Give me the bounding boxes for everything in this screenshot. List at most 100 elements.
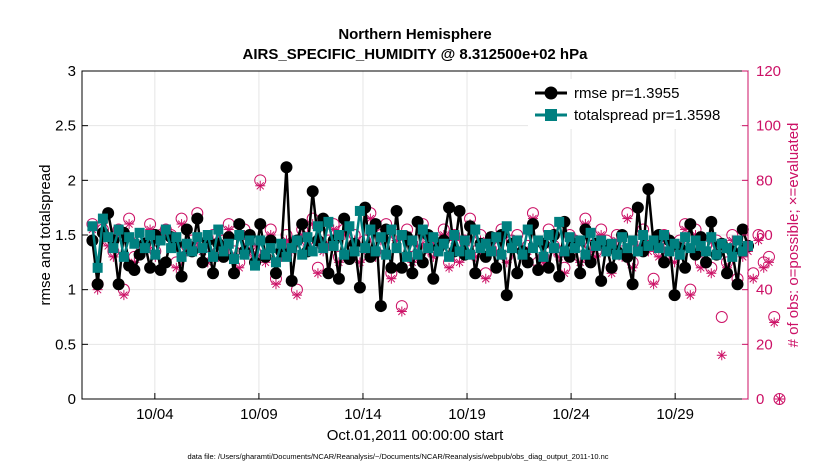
right-tick-label: 80 — [756, 172, 773, 189]
totalspread-point — [680, 232, 691, 243]
totalspread-point — [412, 249, 423, 260]
totalspread-point — [632, 246, 643, 257]
totalspread-point — [569, 243, 580, 254]
totalspread-point — [690, 235, 701, 246]
chart-title: Northern Hemisphere — [338, 26, 491, 43]
obs-evaluated-point — [685, 290, 696, 301]
totalspread-point — [706, 232, 717, 243]
totalspread-point — [554, 216, 565, 227]
totalspread-point — [244, 235, 255, 246]
rmse-point — [626, 278, 639, 291]
rmse-point — [721, 267, 734, 280]
rmse-point — [700, 256, 713, 269]
obs-evaluated-point — [291, 290, 302, 301]
totalspread-point — [166, 243, 177, 254]
totalspread-point — [197, 243, 208, 254]
totalspread-point — [312, 221, 323, 232]
rmse-point — [631, 201, 644, 214]
rmse-point — [542, 261, 555, 274]
totalspread-point — [465, 249, 476, 260]
totalspread-point — [339, 249, 350, 260]
rmse-point — [574, 267, 587, 280]
rmse-point — [285, 274, 298, 287]
obs-evaluated-point — [748, 273, 759, 284]
x-tick-label: 10/04 — [136, 406, 174, 423]
totalspread-point — [318, 243, 329, 254]
obs-evaluated-point — [716, 350, 727, 361]
totalspread-point — [512, 235, 523, 246]
rmse-point — [679, 261, 692, 274]
axes: 10/04 10/09 10/14 10/19 10/24 10/29 0 0.5 1 1.5 2 2… — [55, 63, 781, 423]
right-tick-label: 20 — [756, 336, 773, 353]
legend-totalspread-label: totalspread pr=1.3598 — [574, 107, 720, 124]
totalspread-point — [92, 262, 103, 273]
rmse-point — [668, 289, 681, 302]
totalspread-point — [480, 238, 491, 249]
totalspread-point — [627, 235, 638, 246]
y-tick-label: 0 — [68, 391, 76, 408]
obs-possible-point — [773, 393, 786, 405]
obs-evaluated-point — [396, 306, 407, 317]
totalspread-point — [527, 243, 538, 254]
totalspread-point — [118, 251, 129, 262]
totalspread-point — [333, 230, 344, 240]
y-axis-label: rmse and totalspread — [37, 165, 54, 306]
totalspread-point — [548, 243, 559, 254]
totalspread-point — [249, 260, 260, 271]
legend-box — [528, 79, 740, 129]
totalspread-point — [407, 235, 418, 246]
obs-evaluated-point — [706, 268, 717, 279]
totalspread-point — [533, 235, 544, 246]
totalspread-point — [580, 249, 591, 260]
totalspread-point — [596, 235, 607, 246]
obs-evaluated-point — [255, 180, 266, 191]
obs-evaluated-point — [118, 290, 129, 301]
right-tick-label: 60 — [756, 227, 773, 244]
rmse-point — [705, 215, 718, 228]
legend-rmse-marker — [544, 86, 558, 100]
right-tick-label: 40 — [756, 282, 773, 299]
rmse-point — [658, 256, 671, 269]
totalspread-point — [260, 249, 271, 260]
totalspread-point — [575, 235, 586, 246]
rmse-point — [254, 218, 267, 231]
obs-evaluated-point — [763, 257, 774, 268]
obs-evaluated-point — [312, 268, 323, 279]
rmse-point — [605, 261, 618, 274]
totalspread-point — [664, 246, 675, 257]
totalspread-point — [97, 213, 108, 224]
right-tick-label: 0 — [756, 391, 764, 408]
rmse-point — [86, 234, 99, 247]
y-tick-label: 1.5 — [55, 227, 76, 244]
totalspread-point — [155, 235, 166, 246]
rmse-point — [553, 270, 566, 283]
rmse-point — [180, 223, 193, 236]
obs-evaluated-point — [454, 257, 465, 268]
y-tick-label: 2.5 — [55, 118, 76, 135]
totalspread-point — [438, 238, 449, 249]
rmse-point — [191, 212, 204, 225]
totalspread-point — [129, 238, 140, 249]
totalspread-point — [711, 249, 722, 260]
totalspread-point — [491, 232, 502, 243]
rmse-point — [395, 261, 408, 274]
rmse-point — [731, 278, 744, 291]
rmse-point — [385, 261, 398, 274]
totalspread-point — [601, 246, 612, 257]
totalspread-point — [543, 230, 554, 240]
rmse-point — [595, 274, 608, 287]
rmse-point — [91, 278, 104, 291]
rmse-point — [280, 161, 293, 174]
totalspread-point — [428, 232, 439, 243]
right-tick-label: 100 — [756, 118, 781, 135]
totalspread-point — [522, 224, 533, 235]
totalspread-point — [255, 235, 266, 246]
totalspread-point — [328, 240, 339, 251]
rmse-point — [642, 183, 655, 196]
totalspread-point — [286, 243, 297, 254]
totalspread-point — [113, 224, 124, 235]
totalspread-point — [622, 243, 633, 254]
totalspread-point — [643, 240, 654, 251]
obs-evaluated-point — [753, 235, 764, 246]
